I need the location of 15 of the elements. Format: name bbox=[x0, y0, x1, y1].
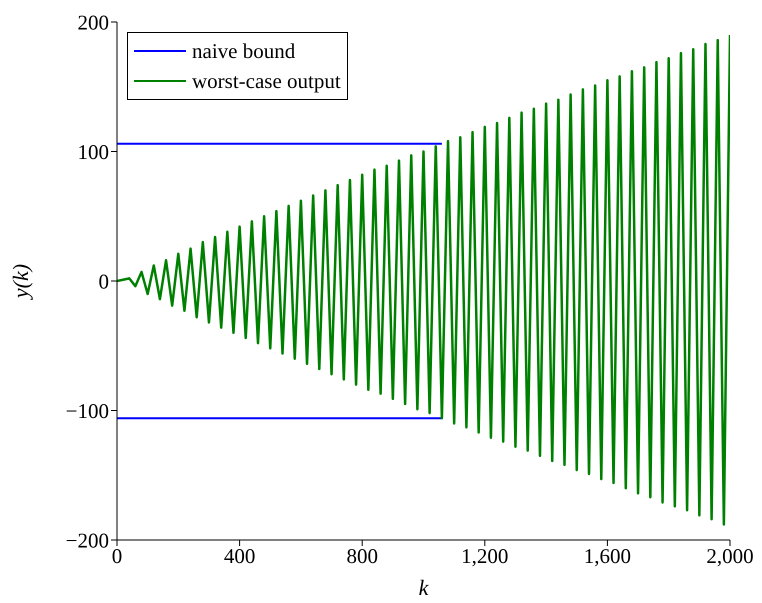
legend-label: worst-case output bbox=[192, 68, 341, 95]
y-tick-label: −100 bbox=[66, 398, 109, 423]
x-tick-label: 800 bbox=[346, 544, 378, 568]
x-tick-label: 1,600 bbox=[584, 544, 632, 568]
x-tick-label: 400 bbox=[224, 544, 256, 568]
x-axis-title: k bbox=[418, 575, 430, 600]
x-tick-label: 1,200 bbox=[461, 544, 508, 568]
line-series bbox=[117, 34, 730, 526]
y-axis-title: y(k) bbox=[8, 264, 33, 300]
y-tick-label: 0 bbox=[98, 269, 109, 294]
y-tick-label: −200 bbox=[66, 528, 109, 552]
y-tick-label: 100 bbox=[78, 140, 109, 164]
y-tick-label: 200 bbox=[78, 10, 109, 34]
legend-label: naive bound bbox=[192, 38, 296, 65]
x-tick-label: 2,000 bbox=[706, 544, 754, 568]
